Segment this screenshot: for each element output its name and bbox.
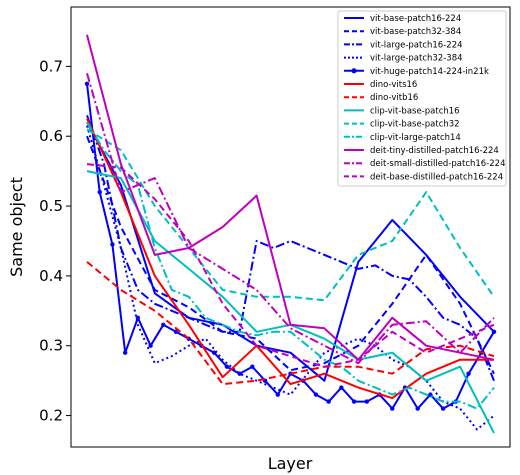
legend-label: deit-tiny-distilled-patch16-224 xyxy=(370,146,499,156)
legend-marker xyxy=(351,68,357,74)
series-line-dino-vitb16 xyxy=(86,261,495,386)
series-point xyxy=(415,406,420,411)
y-tick-label: 0.3 xyxy=(39,337,63,355)
series-line-vit-base-patch16-224 xyxy=(86,121,495,382)
series-point xyxy=(313,392,319,397)
series-point xyxy=(122,350,128,355)
series-line-clip-vit-base-patch16 xyxy=(86,170,495,434)
series-point xyxy=(364,399,370,404)
series-point xyxy=(135,315,141,320)
series-point xyxy=(224,364,230,369)
series-point xyxy=(440,406,446,411)
legend-box xyxy=(337,10,507,187)
series-line-dino-vits16 xyxy=(86,118,494,400)
series-point xyxy=(491,329,497,334)
y-tick-label: 0.5 xyxy=(39,197,63,215)
series-point xyxy=(250,364,255,369)
series-point xyxy=(161,322,166,327)
series-line-deit-small-distilled-patch16-224 xyxy=(86,73,495,365)
legend-label: clip-vit-base-patch16 xyxy=(370,106,460,116)
series-line-vit-large-patch16-224 xyxy=(86,114,495,382)
legend: vit-base-patch16-224 vit-base-patch32-384… xyxy=(337,10,507,187)
y-tick-label: 0.6 xyxy=(39,127,63,145)
series-point xyxy=(339,385,344,390)
legend-label: vit-large-patch16-224 xyxy=(370,40,463,50)
plot-frame xyxy=(70,6,511,448)
series-line-vit-base-patch32-384 xyxy=(86,135,495,375)
series-point xyxy=(148,343,153,348)
series-point xyxy=(110,242,115,247)
legend-label: vit-large-patch32-384 xyxy=(370,54,463,64)
series-point xyxy=(237,371,242,376)
series-point xyxy=(84,81,90,87)
legend-label: vit-base-patch16-224 xyxy=(370,14,461,24)
series-point xyxy=(390,406,395,411)
series-point xyxy=(275,392,280,397)
y-axis-label: Same object xyxy=(7,177,26,277)
x-axis-label: Layer xyxy=(268,454,313,473)
series-line-clip-vit-large-patch14 xyxy=(86,121,495,410)
series-line-deit-base-distilled-patch16-224 xyxy=(86,163,495,368)
series-point xyxy=(326,399,331,404)
series-point xyxy=(97,189,102,195)
legend-label: deit-small-distilled-patch16-224 xyxy=(370,159,506,169)
y-tick-label: 0.7 xyxy=(39,57,63,75)
legend-label: dino-vits16 xyxy=(370,80,417,90)
legend-label: clip-vit-base-patch32 xyxy=(370,120,460,130)
series-point xyxy=(466,371,471,376)
legend-label: vit-huge-patch14-224-in21k xyxy=(370,67,489,77)
series-point xyxy=(173,329,179,334)
legend-label: dino-vitb16 xyxy=(370,93,418,103)
legend-label: clip-vit-large-patch14 xyxy=(370,133,461,143)
series-line-deit-tiny-distilled-patch16-224 xyxy=(86,34,495,361)
y-axis: 0.2 0.3 0.4 0.5 0.6 0.7 xyxy=(39,57,71,425)
y-tick-label: 0.4 xyxy=(39,267,63,285)
legend-label: vit-base-patch32-384 xyxy=(370,27,461,37)
legend-label: deit-base-distilled-patch16-224 xyxy=(370,172,503,182)
plot-lines xyxy=(84,34,497,434)
series-point xyxy=(211,350,217,355)
y-tick-label: 0.2 xyxy=(39,407,63,425)
series-line-clip-vit-base-patch32 xyxy=(86,128,495,302)
series-point xyxy=(351,399,357,404)
